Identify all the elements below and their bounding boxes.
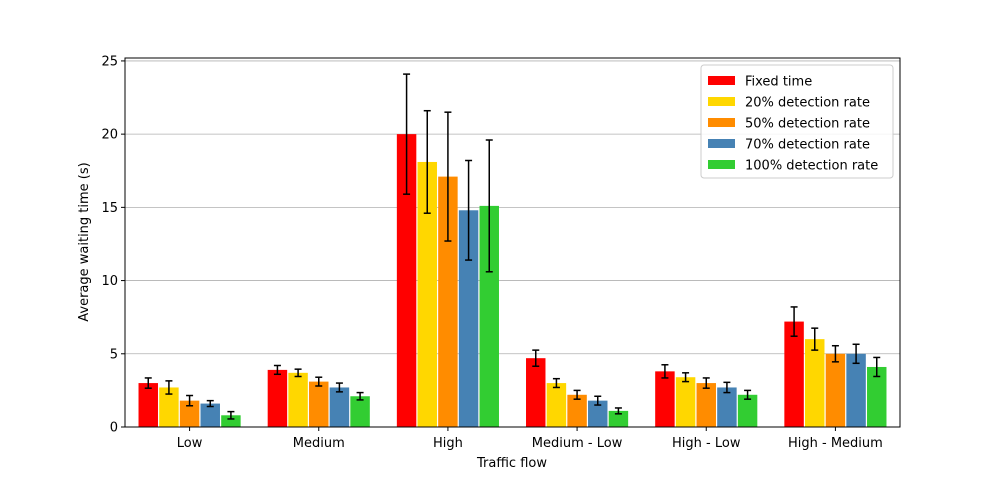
bar[interactable] [867, 366, 887, 427]
y-axis-title: Average waiting time (s) [77, 162, 92, 321]
legend-swatch [708, 97, 735, 106]
legend-swatch [708, 118, 735, 127]
error-bars [144, 73, 881, 420]
legend: Fixed time 20% detection rate 50% detectio… [700, 64, 894, 179]
bar[interactable] [138, 383, 158, 427]
y-tick-label: 25 [101, 54, 118, 69]
bar[interactable] [737, 394, 758, 427]
y-tick-label: 20 [101, 128, 118, 143]
bar[interactable] [309, 381, 329, 427]
bar[interactable] [438, 176, 458, 427]
bar[interactable] [717, 387, 737, 427]
legend-swatch [708, 160, 735, 169]
bar[interactable] [159, 387, 179, 427]
bar[interactable] [784, 321, 804, 427]
plot-frame [124, 57, 901, 428]
bar[interactable] [221, 415, 241, 427]
legend-swatch [708, 76, 735, 85]
bar[interactable] [200, 403, 220, 427]
bar[interactable] [825, 353, 846, 427]
bar[interactable] [526, 358, 546, 427]
y-tick-label: 5 [110, 347, 118, 362]
bar[interactable] [588, 400, 608, 427]
bar[interactable] [846, 353, 866, 427]
bar[interactable] [396, 134, 417, 427]
legend-frame [700, 64, 894, 179]
y-tick-label: 0 [110, 421, 118, 436]
x-tick-label: Medium - Low [532, 436, 623, 451]
bar[interactable] [458, 210, 479, 427]
bar[interactable] [329, 387, 350, 427]
y-axis-ticks: 0 5 10 15 20 25 [101, 54, 125, 436]
bar[interactable] [546, 383, 567, 427]
legend-swatch [708, 139, 735, 148]
bar[interactable] [267, 369, 288, 427]
bar[interactable] [350, 396, 370, 427]
x-axis-title: Traffic flow [476, 456, 547, 471]
y-tick-label: 15 [101, 201, 118, 216]
legend-label: 70% detection rate [745, 138, 870, 153]
bar[interactable] [608, 410, 629, 427]
legend-label: Fixed time [745, 75, 812, 90]
x-tick-label: High - Medium [788, 436, 883, 451]
y-tick-label: 10 [101, 274, 118, 289]
bar[interactable] [417, 161, 437, 427]
x-axis-ticks: Low Medium High Medium - Low High - Low High … [177, 427, 883, 451]
x-tick-label: Medium [293, 436, 345, 451]
bar[interactable] [479, 205, 499, 427]
bars [138, 134, 887, 427]
x-tick-label: Low [177, 436, 203, 451]
legend-label: 50% detection rate [745, 117, 870, 132]
legend-label: 100% detection rate [745, 159, 878, 174]
x-tick-label: High [433, 436, 463, 451]
x-tick-label: High - Low [672, 436, 741, 451]
bar[interactable] [805, 339, 825, 427]
bar[interactable] [655, 371, 675, 427]
legend-label: 20% detection rate [745, 96, 870, 111]
bar[interactable] [567, 394, 587, 427]
bar[interactable] [696, 383, 716, 427]
bar[interactable] [288, 372, 308, 427]
bar[interactable] [675, 377, 696, 427]
bar[interactable] [179, 400, 200, 427]
